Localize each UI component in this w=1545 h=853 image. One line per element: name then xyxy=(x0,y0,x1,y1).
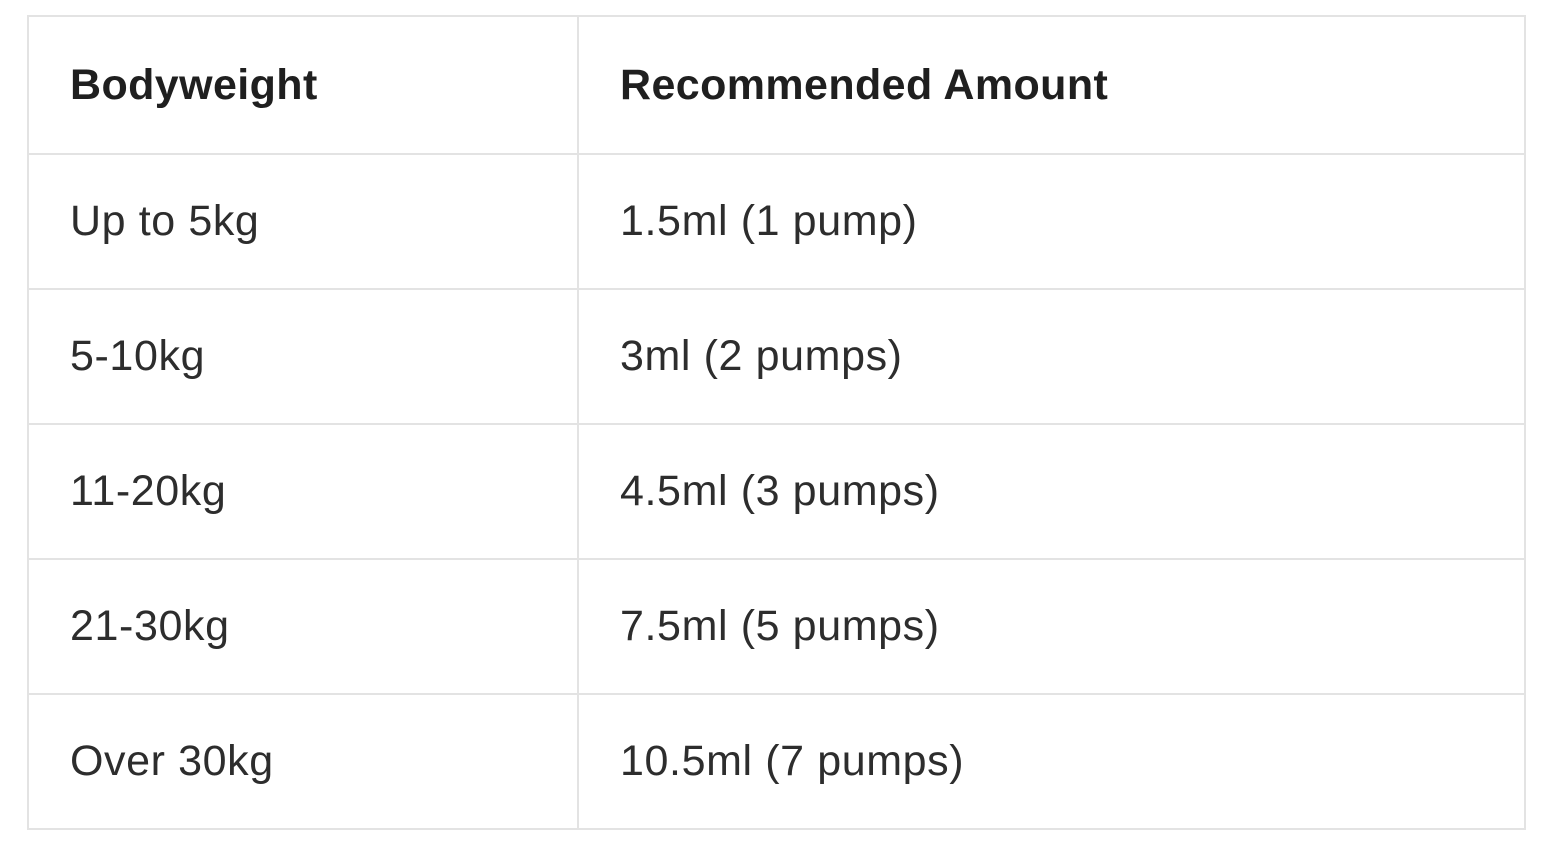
table-row: 5-10kg 3ml (2 pumps) xyxy=(27,288,1526,425)
table-row: Up to 5kg 1.5ml (1 pump) xyxy=(27,153,1526,290)
bodyweight-cell: 5-10kg xyxy=(27,288,579,425)
bodyweight-cell: 21-30kg xyxy=(27,558,579,695)
bodyweight-cell: 11-20kg xyxy=(27,423,579,560)
table-row: Over 30kg 10.5ml (7 pumps) xyxy=(27,693,1526,830)
table-header-row: Bodyweight Recommended Amount xyxy=(27,15,1526,155)
amount-cell: 7.5ml (5 pumps) xyxy=(577,558,1526,695)
bodyweight-cell: Up to 5kg xyxy=(27,153,579,290)
column-header-recommended-amount: Recommended Amount xyxy=(577,15,1526,155)
amount-cell: 3ml (2 pumps) xyxy=(577,288,1526,425)
amount-cell: 4.5ml (3 pumps) xyxy=(577,423,1526,560)
dosage-table: Bodyweight Recommended Amount Up to 5kg … xyxy=(27,15,1526,830)
table-row: 21-30kg 7.5ml (5 pumps) xyxy=(27,558,1526,695)
amount-cell: 10.5ml (7 pumps) xyxy=(577,693,1526,830)
table-row: 11-20kg 4.5ml (3 pumps) xyxy=(27,423,1526,560)
column-header-bodyweight: Bodyweight xyxy=(27,15,579,155)
amount-cell: 1.5ml (1 pump) xyxy=(577,153,1526,290)
bodyweight-cell: Over 30kg xyxy=(27,693,579,830)
